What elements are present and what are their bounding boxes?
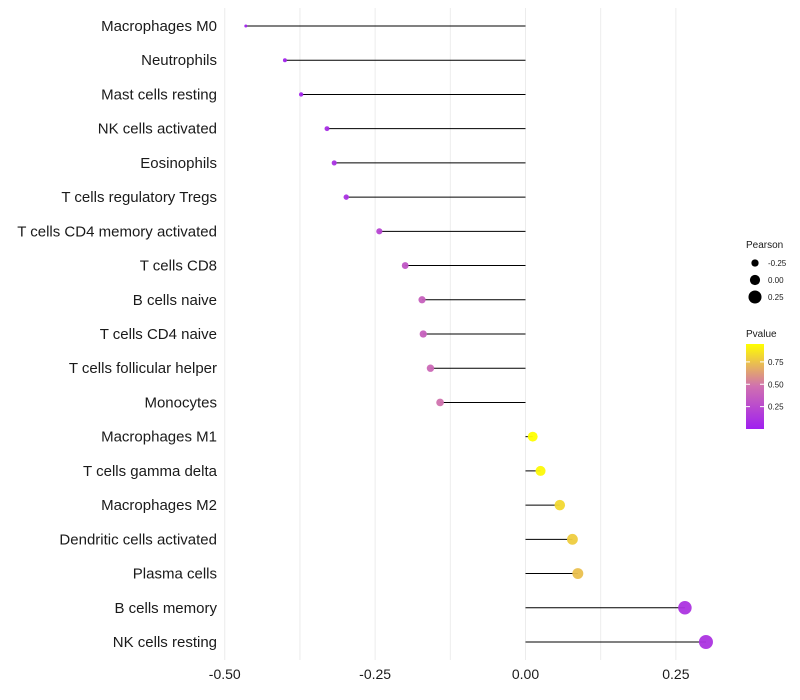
y-axis-label: Mast cells resting [101, 86, 217, 103]
x-tick-label: 0.00 [512, 666, 539, 682]
lollipop-points [244, 24, 713, 650]
y-axis-label: T cells regulatory Tregs [61, 189, 217, 206]
legend-color-bar [746, 344, 764, 429]
y-axis-label: B cells naive [133, 292, 217, 309]
y-axis-label: Eosinophils [140, 155, 217, 172]
y-axis-labels: Macrophages M0 Neutrophils Mast cells rest… [17, 18, 217, 651]
legend-size-title: Pearson [746, 240, 783, 251]
legend-size-label: 0.00 [768, 276, 784, 285]
lollipop-point [418, 296, 426, 304]
lollipop-point [331, 160, 337, 166]
lollipop-stems [245, 25, 706, 643]
y-axis-label: Macrophages M0 [101, 18, 217, 35]
x-axis-tick-labels: -0.50 -0.25 0.00 0.25 [209, 666, 690, 682]
y-axis-label: Plasma cells [133, 566, 217, 583]
lollipop-point [535, 465, 546, 476]
y-axis-label: Macrophages M1 [101, 429, 217, 446]
lollipop-point [426, 364, 435, 372]
y-axis-label: T cells CD8 [140, 258, 217, 275]
lollipop-point [678, 601, 692, 615]
y-axis-label: T cells CD4 memory activated [17, 223, 217, 240]
y-axis-label: B cells memory [114, 600, 217, 617]
y-axis-label: T cells follicular helper [69, 360, 217, 377]
legend-size-label: -0.25 [768, 259, 787, 268]
lollipop-point [698, 634, 713, 650]
lollipop-point [554, 499, 566, 511]
legend: Pearson Pvalue -0.25 0.00 0.25 0.75 0.50 0.25 [746, 240, 787, 429]
y-axis-label: NK cells activated [98, 121, 217, 138]
y-axis-label: Neutrophils [141, 52, 217, 69]
legend-size-label: 0.25 [768, 293, 784, 302]
legend-color-label: 0.50 [768, 380, 784, 389]
lollipop-point [324, 126, 330, 132]
lollipop-point [244, 24, 248, 28]
lollipop-point [419, 330, 427, 338]
y-axis-label: Macrophages M2 [101, 497, 217, 514]
x-tick-label: -0.50 [209, 666, 241, 682]
legend-color-label: 0.25 [768, 403, 784, 412]
y-axis-label: Dendritic cells activated [59, 531, 217, 548]
lollipop-point [527, 431, 538, 442]
legend-color-label: 0.75 [768, 358, 784, 367]
lollipop-point [298, 92, 304, 97]
y-axis-label: Monocytes [144, 394, 217, 411]
legend-size-key [748, 290, 762, 304]
x-tick-label: -0.25 [359, 666, 391, 682]
lollipop-point [436, 398, 444, 407]
lollipop-point [343, 194, 349, 200]
lollipop-point [376, 228, 383, 235]
y-axis-label: T cells CD4 naive [100, 326, 217, 343]
lollipop-point [572, 568, 584, 580]
lollipop-point [282, 58, 287, 63]
y-axis-label: NK cells resting [113, 634, 217, 651]
legend-size-key [749, 274, 761, 286]
x-tick-label: 0.25 [662, 666, 689, 682]
y-axis-label: T cells gamma delta [83, 463, 218, 480]
legend-size-key [751, 259, 759, 267]
lollipop-point [567, 533, 578, 545]
lollipop-point [401, 262, 409, 269]
legend-color-title: Pvalue [746, 329, 777, 340]
